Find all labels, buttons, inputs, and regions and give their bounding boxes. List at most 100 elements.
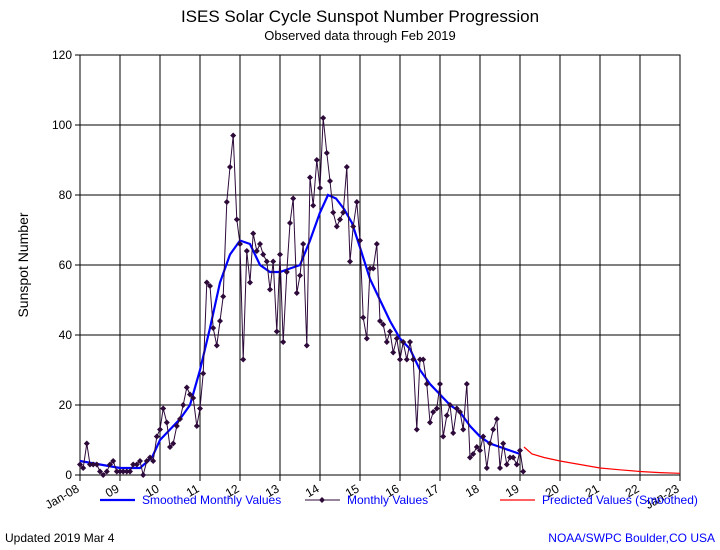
marker-monthly bbox=[310, 203, 316, 209]
legend-label-monthly: Monthly Values bbox=[347, 493, 428, 507]
series-monthly bbox=[80, 118, 523, 475]
marker-monthly bbox=[224, 199, 230, 205]
marker-monthly bbox=[510, 455, 516, 461]
marker-monthly bbox=[414, 427, 420, 433]
marker-monthly bbox=[244, 248, 250, 254]
marker-monthly bbox=[160, 406, 166, 412]
chart-title: ISES Solar Cycle Sunspot Number Progress… bbox=[181, 7, 539, 26]
ytick-label: 0 bbox=[65, 468, 72, 482]
marker-monthly bbox=[264, 259, 270, 265]
marker-monthly bbox=[314, 157, 320, 163]
marker-monthly bbox=[497, 465, 503, 471]
marker-monthly bbox=[350, 224, 356, 230]
marker-monthly bbox=[297, 273, 303, 279]
marker-monthly bbox=[194, 423, 200, 429]
marker-monthly bbox=[354, 199, 360, 205]
footer-updated: Updated 2019 Mar 4 bbox=[5, 531, 115, 545]
marker-monthly bbox=[280, 339, 286, 345]
marker-monthly bbox=[157, 427, 163, 433]
xtick-label: 14 bbox=[303, 481, 322, 500]
marker-monthly bbox=[250, 231, 256, 237]
marker-monthly bbox=[330, 210, 336, 216]
marker-monthly bbox=[464, 381, 470, 387]
marker-monthly bbox=[407, 339, 413, 345]
marker-monthly bbox=[154, 434, 160, 440]
marker-monthly bbox=[404, 357, 410, 363]
marker-monthly bbox=[514, 462, 520, 468]
marker-monthly bbox=[324, 150, 330, 156]
marker-monthly bbox=[84, 441, 90, 447]
y-axis-label: Sunspot Number bbox=[15, 212, 31, 317]
marker-monthly bbox=[217, 318, 223, 324]
marker-monthly bbox=[294, 290, 300, 296]
marker-monthly bbox=[200, 371, 206, 377]
ytick-label: 20 bbox=[59, 398, 73, 412]
marker-monthly bbox=[337, 217, 343, 223]
marker-monthly bbox=[387, 329, 393, 335]
marker-monthly bbox=[277, 252, 283, 258]
marker-monthly bbox=[360, 315, 366, 321]
ytick-label: 40 bbox=[59, 328, 73, 342]
marker-monthly bbox=[140, 472, 146, 478]
marker-monthly bbox=[317, 185, 323, 191]
marker-monthly bbox=[220, 294, 226, 300]
marker-monthly bbox=[307, 175, 313, 181]
marker-monthly bbox=[320, 115, 326, 121]
marker-monthly bbox=[500, 441, 506, 447]
marker-monthly bbox=[327, 178, 333, 184]
marker-monthly bbox=[384, 339, 390, 345]
ytick-label: 80 bbox=[59, 188, 73, 202]
ytick-label: 100 bbox=[52, 118, 72, 132]
marker-monthly bbox=[334, 224, 340, 230]
ytick-label: 120 bbox=[52, 48, 72, 62]
marker-monthly bbox=[180, 402, 186, 408]
marker-monthly bbox=[274, 329, 280, 335]
marker-monthly bbox=[227, 164, 233, 170]
marker-monthly bbox=[184, 385, 190, 391]
marker-monthly bbox=[234, 217, 240, 223]
marker-monthly bbox=[127, 469, 133, 475]
marker-monthly bbox=[437, 381, 443, 387]
marker-monthly bbox=[344, 164, 350, 170]
marker-monthly bbox=[230, 133, 236, 139]
marker-monthly bbox=[267, 287, 273, 293]
marker-monthly bbox=[347, 259, 353, 265]
marker-monthly bbox=[420, 357, 426, 363]
marker-monthly bbox=[440, 434, 446, 440]
marker-monthly bbox=[370, 266, 376, 272]
marker-monthly bbox=[197, 406, 203, 412]
footer-source: NOAA/SWPC Boulder,CO USA bbox=[548, 531, 715, 545]
chart-container: ISES Solar Cycle Sunspot Number Progress… bbox=[0, 0, 720, 550]
xtick-label: Jan-08 bbox=[43, 481, 82, 512]
marker-monthly bbox=[300, 241, 306, 247]
marker-monthly bbox=[290, 196, 296, 202]
marker-monthly bbox=[164, 420, 170, 426]
marker-monthly bbox=[364, 336, 370, 342]
marker-monthly bbox=[504, 462, 510, 468]
marker-monthly bbox=[257, 241, 263, 247]
marker-monthly bbox=[494, 416, 500, 422]
xtick-label: 18 bbox=[463, 481, 482, 500]
marker-monthly bbox=[444, 413, 450, 419]
marker-monthly bbox=[247, 280, 253, 286]
chart-svg: ISES Solar Cycle Sunspot Number Progress… bbox=[0, 0, 720, 550]
marker-monthly bbox=[397, 357, 403, 363]
marker-monthly bbox=[287, 220, 293, 226]
marker-monthly bbox=[304, 343, 310, 349]
marker-monthly bbox=[94, 462, 100, 468]
marker-monthly bbox=[214, 343, 220, 349]
marker-monthly bbox=[260, 252, 266, 258]
marker-monthly bbox=[374, 241, 380, 247]
marker-monthly bbox=[490, 427, 496, 433]
marker-monthly bbox=[450, 430, 456, 436]
ytick-label: 60 bbox=[59, 258, 73, 272]
marker-monthly bbox=[484, 465, 490, 471]
legend-label-smoothed: Smoothed Monthly Values bbox=[142, 493, 281, 507]
marker-monthly bbox=[270, 259, 276, 265]
legend-marker-monthly bbox=[319, 497, 325, 503]
marker-monthly bbox=[427, 420, 433, 426]
series-predicted bbox=[524, 447, 680, 473]
chart-subtitle: Observed data through Feb 2019 bbox=[264, 28, 456, 43]
marker-monthly bbox=[460, 427, 466, 433]
marker-monthly bbox=[520, 469, 526, 475]
